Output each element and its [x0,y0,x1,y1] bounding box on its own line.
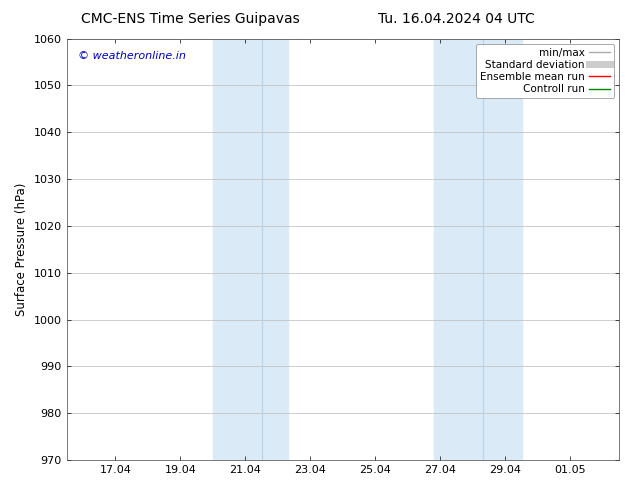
Bar [434,39,522,460]
Text: CMC-ENS Time Series Guipavas: CMC-ENS Time Series Guipavas [81,12,300,26]
Legend: min/max, Standard deviation, Ensemble mean run, Controll run: min/max, Standard deviation, Ensemble me… [476,44,614,98]
Bar [213,39,288,460]
Text: © weatheronline.in: © weatheronline.in [77,51,186,61]
Y-axis label: Surface Pressure (hPa): Surface Pressure (hPa) [15,183,28,316]
Text: Tu. 16.04.2024 04 UTC: Tu. 16.04.2024 04 UTC [378,12,535,26]
